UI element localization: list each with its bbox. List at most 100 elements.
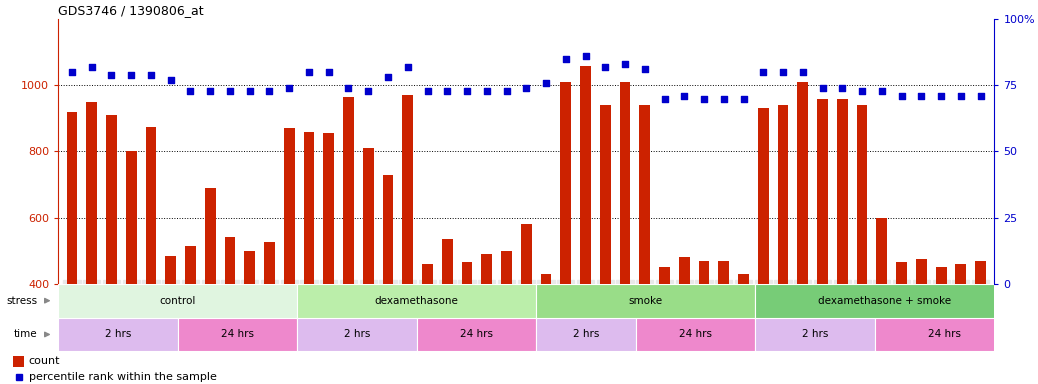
Point <box>894 93 910 99</box>
Bar <box>416 318 537 351</box>
Text: percentile rank within the sample: percentile rank within the sample <box>29 372 216 382</box>
Point <box>518 85 535 91</box>
Point <box>953 93 969 99</box>
Point <box>617 61 633 67</box>
Bar <box>66 112 78 284</box>
Point <box>538 79 554 86</box>
Bar <box>204 188 216 284</box>
Point <box>63 69 80 75</box>
Point <box>400 64 416 70</box>
Point <box>933 93 950 99</box>
Bar <box>297 318 416 351</box>
Bar <box>303 132 315 284</box>
Bar <box>126 152 137 284</box>
Point <box>142 72 159 78</box>
Bar <box>383 175 393 284</box>
Bar <box>106 115 117 284</box>
Bar <box>403 95 413 284</box>
Bar <box>58 284 297 318</box>
Point <box>854 88 871 94</box>
Point <box>695 96 712 102</box>
Bar <box>244 251 255 284</box>
Text: stress: stress <box>6 296 37 306</box>
Point <box>281 85 298 91</box>
Bar <box>600 105 610 284</box>
Bar <box>639 105 650 284</box>
Point <box>636 66 653 73</box>
Bar <box>344 97 354 284</box>
Text: 2 hrs: 2 hrs <box>105 329 131 339</box>
Bar <box>659 267 670 284</box>
Point <box>182 88 198 94</box>
Bar <box>12 356 25 367</box>
Point <box>735 96 752 102</box>
Point <box>794 69 811 75</box>
Bar <box>283 128 295 284</box>
Text: 2 hrs: 2 hrs <box>573 329 599 339</box>
Bar <box>177 318 297 351</box>
Bar <box>482 254 492 284</box>
Text: GDS3746 / 1390806_at: GDS3746 / 1390806_at <box>58 3 203 17</box>
Bar <box>442 239 453 284</box>
Bar <box>679 257 689 284</box>
Bar <box>636 318 756 351</box>
Bar <box>297 284 537 318</box>
Bar <box>145 127 157 284</box>
Point <box>222 88 239 94</box>
Bar <box>323 133 334 284</box>
Bar <box>758 109 769 284</box>
Bar <box>837 99 848 284</box>
Bar <box>935 267 947 284</box>
Bar <box>777 105 789 284</box>
Bar <box>699 261 709 284</box>
Bar <box>756 318 875 351</box>
Bar <box>856 105 868 284</box>
Bar <box>363 148 374 284</box>
Point <box>459 88 475 94</box>
Bar <box>185 246 196 284</box>
Point <box>774 69 791 75</box>
Text: dexamethasone: dexamethasone <box>375 296 459 306</box>
Bar <box>561 82 571 284</box>
Bar <box>738 274 749 284</box>
Bar <box>537 318 636 351</box>
Point <box>479 88 495 94</box>
Bar <box>165 256 176 284</box>
Point <box>597 64 613 70</box>
Point <box>122 72 139 78</box>
Bar <box>797 82 809 284</box>
Bar <box>58 318 177 351</box>
Bar <box>462 262 472 284</box>
Bar <box>875 318 1014 351</box>
Bar <box>224 237 236 284</box>
Point <box>715 96 732 102</box>
Bar <box>756 284 1014 318</box>
Text: 2 hrs: 2 hrs <box>344 329 371 339</box>
Bar <box>580 66 591 284</box>
Point <box>834 85 850 91</box>
Bar <box>264 242 275 284</box>
Point <box>202 88 219 94</box>
Bar <box>537 284 756 318</box>
Bar <box>896 262 907 284</box>
Text: 24 hrs: 24 hrs <box>679 329 712 339</box>
Point <box>321 69 337 75</box>
Point <box>340 85 357 91</box>
Point <box>242 88 258 94</box>
Bar <box>501 251 512 284</box>
Point <box>83 64 100 70</box>
Point <box>814 85 830 91</box>
Point <box>498 88 515 94</box>
Text: 24 hrs: 24 hrs <box>928 329 961 339</box>
Point <box>913 93 930 99</box>
Text: smoke: smoke <box>629 296 663 306</box>
Point <box>301 69 318 75</box>
Bar <box>876 218 887 284</box>
Point <box>656 96 673 102</box>
Bar <box>718 261 730 284</box>
Point <box>676 93 692 99</box>
Bar <box>975 261 986 284</box>
Text: dexamethasone + smoke: dexamethasone + smoke <box>818 296 952 306</box>
Point <box>874 88 891 94</box>
Text: 2 hrs: 2 hrs <box>802 329 828 339</box>
